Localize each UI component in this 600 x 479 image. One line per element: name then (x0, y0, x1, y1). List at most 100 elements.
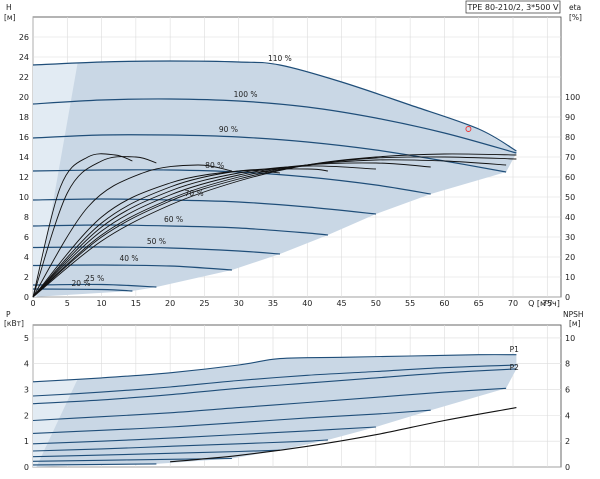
y-tick-label: 10 (19, 193, 29, 202)
efficiency-curve (32, 153, 517, 298)
low-flow-region (33, 63, 78, 297)
npsh-axis-title: NPSH (563, 310, 584, 319)
efficiency-curve (32, 162, 431, 298)
p-axis-unit: [кВт] (4, 319, 24, 328)
x-tick-label: 55 (405, 299, 415, 308)
power-curve (32, 387, 507, 422)
bottom-panel: P1 P2 0 1 2 3 4 5 0 2 4 6 8 10 P[кВт] NPSH[м] (4, 310, 584, 472)
y-tick-label: 0 (24, 293, 29, 302)
y-tick-label: 18 (19, 113, 29, 122)
speed-label: 110 % (268, 54, 292, 63)
x-tick-label: 50 (371, 299, 381, 308)
p-tick-label: 3 (24, 386, 29, 395)
efficiency-curve (32, 156, 157, 298)
head-curve (32, 288, 133, 292)
eta-tick-label: 90 (565, 113, 575, 122)
eta-axis-title: eta (569, 3, 581, 12)
y-tick-label: 8 (24, 213, 29, 222)
speed-label: 60 % (164, 215, 183, 224)
head-curve (32, 246, 280, 255)
eta-tick-label: 10 (565, 273, 575, 282)
npsh-tick-label: 2 (565, 437, 570, 446)
speed-label: 25 % (85, 274, 104, 283)
p2-label: P2 (510, 363, 520, 372)
y-tick-label: 24 (19, 53, 29, 62)
npsh-curve (170, 407, 517, 463)
duty-point-marker (465, 126, 472, 132)
eta-tick-label: 50 (565, 193, 575, 202)
x-tick-label: 0 (30, 299, 35, 308)
power-curve (32, 354, 517, 383)
npsh-tick-label: 4 (565, 411, 570, 420)
eta-tick-label: 60 (565, 173, 575, 182)
x-tick-label: 25 (199, 299, 209, 308)
x-tick-label: 65 (474, 299, 484, 308)
head-curve (32, 198, 376, 215)
x-tick-label: 60 (439, 299, 449, 308)
eta-axis-unit: [%] (569, 13, 582, 22)
efficiency-curve (32, 165, 376, 298)
eta-tick-label: 20 (565, 253, 575, 262)
power-curve (32, 426, 376, 445)
speed-label: 40 % (119, 254, 138, 263)
eta-tick-label: 40 (565, 213, 575, 222)
y-tick-label: 22 (19, 73, 29, 82)
y-tick-label: 26 (19, 33, 29, 42)
x-tick-label: 70 (508, 299, 518, 308)
power-curve (32, 409, 431, 434)
y-tick-label: 2 (24, 273, 29, 282)
y-tick-label: 20 (19, 93, 29, 102)
head-curve (32, 60, 517, 152)
x-tick-label: 20 (165, 299, 175, 308)
power-curve (32, 463, 157, 466)
y-tick-label: 12 (19, 173, 29, 182)
efficiency-curve (32, 168, 328, 298)
x-tick-label: 45 (336, 299, 346, 308)
npsh-tick-label: 6 (565, 386, 570, 395)
y-tick-label: 14 (19, 153, 29, 162)
eta-tick-label: 70 (565, 153, 575, 162)
npsh-tick-label: 8 (565, 360, 570, 369)
x-tick-label: 35 (268, 299, 278, 308)
y-axis-unit: [м] (4, 13, 16, 22)
speed-label: 80 % (205, 161, 224, 170)
head-curve (32, 134, 507, 173)
title-box-frame (465, 0, 561, 14)
speed-label: 50 % (147, 237, 166, 246)
power-curve (32, 449, 280, 458)
speed-label: 90 % (219, 125, 238, 134)
p-tick-label: 4 (24, 360, 29, 369)
y-axis-title: H (6, 3, 12, 12)
speed-label: 20 % (71, 279, 90, 288)
x-tick-label: 40 (302, 299, 312, 308)
efficiency-curve (32, 164, 232, 298)
eta-tick-label: 80 (565, 133, 575, 142)
x-tick-label: 15 (131, 299, 141, 308)
p-tick-label: 1 (24, 437, 29, 446)
x-tick-label: 75 (542, 299, 552, 308)
low-flow-region (33, 379, 78, 467)
npsh-tick-label: 0 (565, 463, 570, 472)
efficiency-curve (32, 170, 280, 298)
model-title: TPE 80-210/2, 3*500 V (467, 3, 559, 12)
y-tick-label: 16 (19, 133, 29, 142)
x-tick-label: 30 (234, 299, 244, 308)
model-title-box: TPE 80-210/2, 3*500 V (465, 0, 561, 14)
x-tick-label: 5 (65, 299, 70, 308)
p-axis-title: P (6, 310, 11, 319)
head-curve (32, 98, 517, 154)
eta-tick-label: 100 (565, 93, 580, 102)
npsh-axis-unit: [м] (569, 319, 581, 328)
power-curve (32, 364, 517, 397)
p-tick-label: 5 (24, 334, 29, 343)
x-tick-label: 10 (96, 299, 106, 308)
head-curve (32, 169, 431, 195)
p1-label: P1 (510, 345, 520, 354)
speed-label: 70 % (185, 189, 204, 198)
power-curve (32, 439, 328, 452)
eta-tick-label: 30 (565, 233, 575, 242)
p-tick-label: 2 (24, 411, 29, 420)
y-tick-label: 4 (24, 253, 29, 262)
